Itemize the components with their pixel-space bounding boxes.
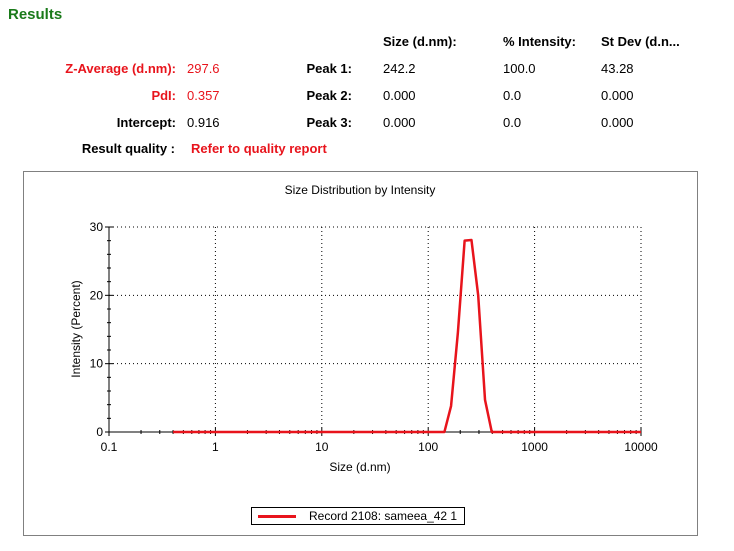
peak-1-intensity: 100.0 [503, 61, 536, 76]
x-tick-label: 1000 [521, 440, 548, 454]
chart-grid [109, 226, 642, 432]
y-axis-label: Intensity (Percent) [69, 280, 83, 377]
peak-3-stdev: 0.000 [601, 115, 634, 130]
intensity-header: % Intensity: [503, 34, 576, 49]
intercept-value: 0.916 [187, 115, 220, 130]
series-line [173, 238, 641, 434]
x-tick-label: 1 [212, 440, 219, 454]
pdi-label: PdI: [151, 88, 176, 103]
peak-3-label: Peak 3: [306, 115, 352, 130]
peak-1-stdev: 43.28 [601, 61, 634, 76]
y-tick-label: 20 [90, 288, 104, 302]
zavg-label: Z-Average (d.nm): [65, 61, 176, 76]
peak-2-size: 0.000 [383, 88, 416, 103]
x-tick-label: 100 [418, 440, 438, 454]
zavg-value: 297.6 [187, 61, 220, 76]
quality-label: Result quality : [81, 141, 175, 156]
x-tick-label: 0.1 [101, 440, 118, 454]
x-tick-label: 10000 [624, 440, 658, 454]
pdi-value: 0.357 [187, 88, 220, 103]
stdev-header: St Dev (d.n... [601, 34, 680, 49]
x-axis-label: Size (d.nm) [329, 460, 390, 474]
quality-value: Refer to quality report [191, 141, 327, 156]
peak-2-intensity: 0.0 [503, 88, 522, 103]
y-tick-label: 10 [90, 357, 104, 371]
legend-swatch [258, 515, 296, 518]
intercept-label: Intercept: [116, 115, 176, 130]
y-tick-label: 0 [96, 425, 103, 439]
results-title: Results [8, 6, 63, 23]
y-tick-label: 30 [90, 220, 104, 234]
chart-title: Size Distribution by Intensity [285, 183, 436, 197]
peak-3-intensity: 0.0 [503, 115, 522, 130]
legend-label: Record 2108: sameea_42 1 [309, 509, 458, 523]
chart-ticks: 0.1 1 10 100 1000 10000 0 10 20 30 [90, 220, 658, 454]
chart-axes [108, 227, 641, 433]
x-tick-label: 10 [315, 440, 329, 454]
peak-2-stdev: 0.000 [601, 88, 634, 103]
size-header: Size (d.nm): [383, 34, 457, 49]
peak-3-size: 0.000 [383, 115, 416, 130]
chart-legend: Record 2108: sameea_42 1 [251, 507, 465, 525]
peak-2-label: Peak 2: [306, 88, 352, 103]
chart-series [173, 238, 641, 434]
peak-1-label: Peak 1: [306, 61, 352, 76]
peak-1-size: 242.2 [383, 61, 416, 76]
chart-frame [23, 171, 698, 536]
